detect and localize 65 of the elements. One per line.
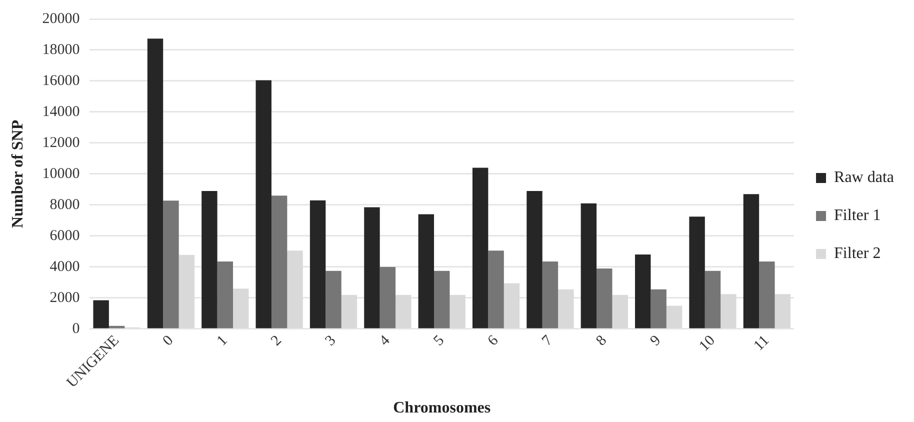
bar — [326, 270, 342, 328]
bar — [650, 289, 666, 328]
y-tick-label: 14000 — [42, 104, 80, 120]
bar — [450, 294, 466, 328]
bar — [163, 200, 179, 328]
bar — [396, 294, 412, 328]
bar — [256, 80, 272, 328]
bar — [558, 289, 574, 328]
bar — [202, 191, 218, 328]
bar — [704, 270, 721, 328]
bar — [380, 266, 396, 328]
y-tick-label: 6000 — [50, 228, 80, 244]
bar — [689, 216, 705, 328]
bar — [178, 254, 195, 328]
bar — [488, 250, 504, 328]
bar — [364, 207, 380, 328]
y-tick-label: 20000 — [42, 10, 80, 27]
bar — [720, 294, 736, 328]
x-tick-label: 9 — [648, 332, 664, 350]
x-tick-label: 6 — [485, 332, 502, 350]
y-tick-label: 4000 — [50, 258, 80, 275]
y-tick-label: 16000 — [42, 72, 80, 89]
bar — [217, 262, 234, 328]
bar — [147, 38, 164, 328]
bar — [580, 203, 597, 328]
bar — [743, 194, 760, 328]
x-tick-label: 2 — [268, 332, 285, 350]
x-tick-label: 10 — [696, 332, 718, 355]
bar — [526, 191, 542, 328]
bar — [434, 270, 450, 328]
y-tick-label: 2000 — [50, 290, 80, 306]
legend-label: Filter 2 — [834, 245, 881, 262]
bar — [635, 254, 651, 328]
bar — [472, 168, 488, 328]
x-tick-label: 1 — [214, 332, 231, 350]
bar — [233, 288, 249, 328]
bar — [504, 283, 520, 328]
y-axis-title: Number of SNP — [10, 120, 27, 228]
bar — [287, 250, 303, 328]
x-tick-label: 3 — [322, 332, 340, 350]
bar — [310, 200, 326, 328]
x-tick-label: 8 — [593, 332, 610, 350]
bar — [93, 300, 109, 328]
bar — [596, 268, 612, 328]
bar — [612, 294, 628, 328]
bar — [759, 262, 775, 328]
y-tick-label: 0 — [72, 320, 80, 337]
bar — [271, 196, 288, 328]
x-tick-label: 5 — [430, 332, 448, 350]
legend-label: Filter 1 — [834, 207, 881, 224]
x-tick-label: 11 — [751, 332, 773, 354]
y-tick-label: 8000 — [50, 196, 80, 213]
y-tick-label: 10000 — [42, 166, 80, 182]
y-tick-label: 18000 — [42, 42, 80, 58]
x-tick-label: 7 — [539, 332, 556, 350]
bar — [666, 306, 682, 328]
bar — [774, 294, 790, 328]
x-tick-label: 0 — [160, 332, 177, 350]
bar — [542, 262, 558, 328]
x-tick-label: 4 — [376, 332, 394, 350]
bar — [341, 294, 358, 328]
x-axis-title: Chromosomes — [393, 400, 491, 417]
y-tick-label: 12000 — [42, 134, 80, 151]
legend-label: Raw data — [834, 169, 894, 186]
bar — [418, 214, 434, 328]
